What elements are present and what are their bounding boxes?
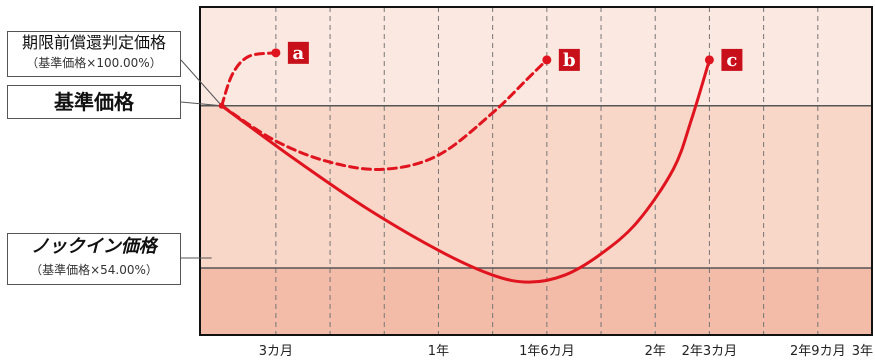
series-a-label: a xyxy=(293,43,305,64)
early-redemption-label-box: 期限前償還判定価格 （基準価格×100.00%） xyxy=(7,31,181,77)
early-redemption-label: 期限前償還判定価格 xyxy=(21,33,166,52)
series-c-line xyxy=(220,58,711,284)
plot-frame xyxy=(199,6,873,336)
series-c-end-marker xyxy=(704,55,714,65)
x-tick-label: 2年9カ月 xyxy=(790,344,846,359)
series-c-badge xyxy=(721,48,743,71)
zone-between xyxy=(200,105,872,268)
connector-early-redemption xyxy=(180,59,223,107)
origin-point xyxy=(218,102,225,109)
knock-in-label: ノックイン価格 xyxy=(31,236,157,257)
x-tick-label: 2年 xyxy=(645,344,666,359)
base-price-label-box: 基準価格 xyxy=(7,85,181,119)
base-price-label: 基準価格 xyxy=(54,90,134,114)
series-a-line xyxy=(220,51,278,108)
series-b-badge xyxy=(558,48,580,71)
x-tick-label: 1年 xyxy=(428,344,449,359)
early-redemption-sublabel: （基準価格×100.00%） xyxy=(26,56,162,70)
connector-base xyxy=(180,101,222,107)
knock-in-sublabel: （基準価格×54.00%） xyxy=(30,263,158,277)
x-tick-label: 2年3カ月 xyxy=(682,344,738,359)
series-b-label: b xyxy=(563,50,576,71)
zone-above-early-redemption xyxy=(200,7,872,106)
series-b-line xyxy=(220,58,549,171)
series-b-end-marker xyxy=(542,55,552,65)
series-c-label: c xyxy=(726,50,737,71)
knock-in-label-box: ノックイン価格 （基準価格×54.00%） xyxy=(7,233,181,285)
zone-below-knock-in xyxy=(200,267,872,335)
x-tick-label: 3年 xyxy=(852,344,873,359)
series-a-badge xyxy=(287,41,309,64)
x-tick-label: 3カ月 xyxy=(259,344,293,359)
series-a-end-marker xyxy=(271,48,281,58)
x-tick-label: 1年6カ月 xyxy=(519,344,575,359)
